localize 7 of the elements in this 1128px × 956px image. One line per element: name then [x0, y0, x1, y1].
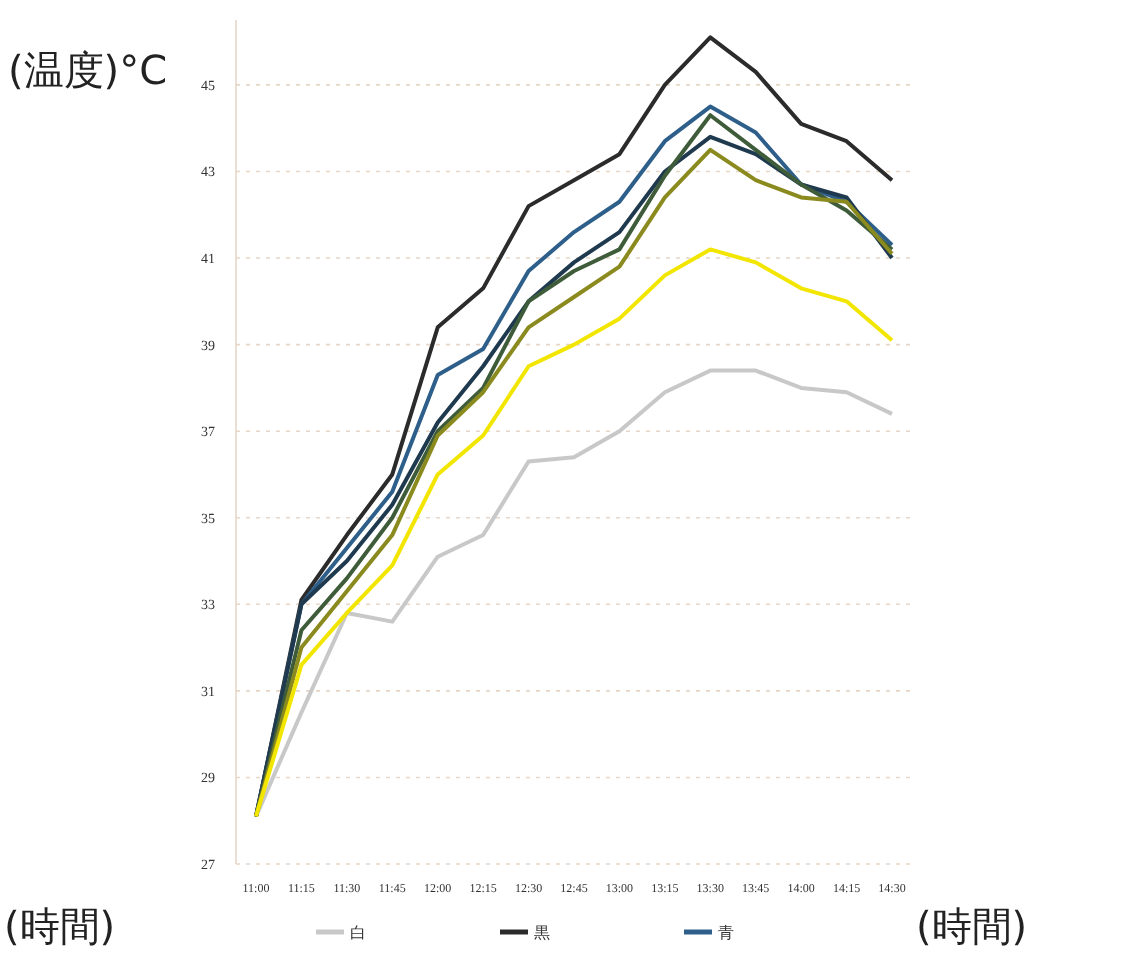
text: (時間) — [4, 902, 116, 950]
legend-label: 黒 — [534, 924, 550, 942]
legend-label: 白 — [350, 924, 366, 942]
legend-label: 青 — [718, 924, 734, 942]
y-axis-title: (温度)°C — [8, 46, 168, 94]
line-series — [254, 368, 894, 819]
x-axis-title: (時間) — [916, 902, 1028, 950]
